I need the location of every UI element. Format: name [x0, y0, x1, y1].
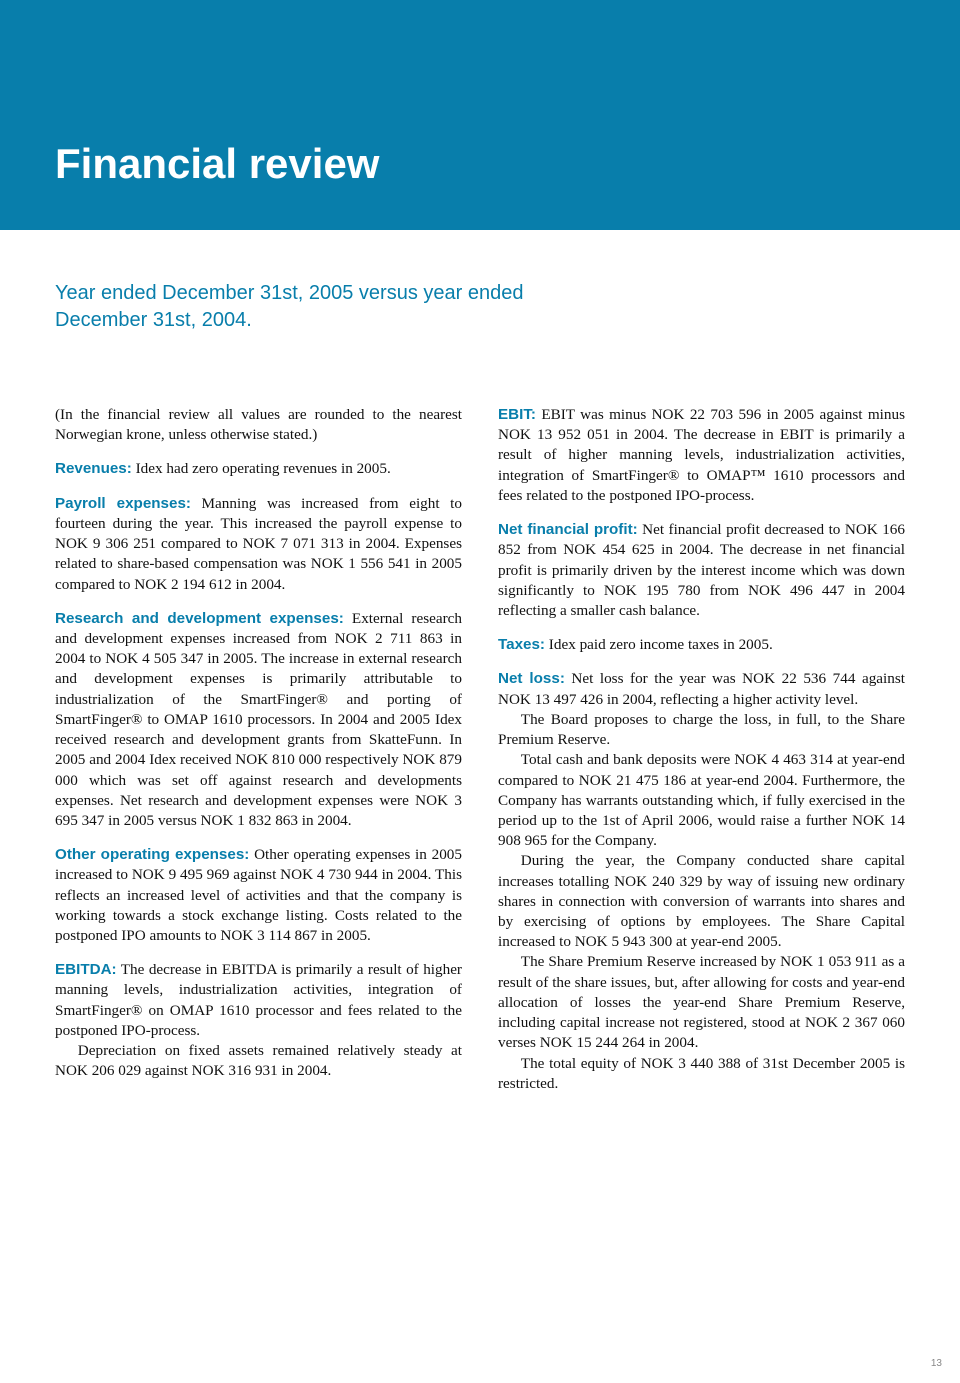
spr-paragraph: The Share Premium Reserve increased by N…	[498, 952, 905, 1053]
ebitda-paragraph: EBITDA: The decrease in EBITDA is primar…	[55, 960, 462, 1041]
subtitle: Year ended December 31st, 2005 versus ye…	[55, 280, 575, 334]
ebitda-label: EBITDA:	[55, 961, 117, 978]
revenues-paragraph: Revenues: Idex had zero operating revenu…	[55, 459, 462, 479]
intro-paragraph: (In the financial review all values are …	[55, 405, 462, 445]
body-columns: (In the financial review all values are …	[55, 405, 905, 1108]
revenues-label: Revenues:	[55, 460, 132, 477]
capincrease-paragraph: During the year, the Company conducted s…	[498, 851, 905, 952]
netloss-paragraph: Net loss: Net loss for the year was NOK …	[498, 669, 905, 709]
payroll-label: Payroll expenses:	[55, 495, 191, 512]
left-column: (In the financial review all values are …	[55, 405, 462, 1108]
ebit-label: EBIT:	[498, 406, 536, 423]
rnd-text: External research and development expens…	[55, 610, 462, 829]
header-banner	[0, 0, 960, 230]
other-op-label: Other operating expenses:	[55, 846, 249, 863]
payroll-paragraph: Payroll expenses: Manning was increased …	[55, 494, 462, 595]
netfin-paragraph: Net financial profit: Net financial prof…	[498, 520, 905, 621]
taxes-label: Taxes:	[498, 636, 545, 653]
netloss-label: Net loss:	[498, 670, 565, 687]
board-paragraph: The Board proposes to charge the loss, i…	[498, 710, 905, 750]
other-op-paragraph: Other operating expenses: Other operatin…	[55, 845, 462, 946]
page-number: 13	[931, 1358, 942, 1369]
ebitda-text: The decrease in EBITDA is primarily a re…	[55, 961, 462, 1039]
ebitda-depr-paragraph: Depreciation on fixed assets remained re…	[55, 1041, 462, 1081]
rnd-label: Research and development expenses:	[55, 610, 344, 627]
ebit-paragraph: EBIT: EBIT was minus NOK 22 703 596 in 2…	[498, 405, 905, 506]
ebit-text: EBIT was minus NOK 22 703 596 in 2005 ag…	[498, 406, 905, 504]
right-column: EBIT: EBIT was minus NOK 22 703 596 in 2…	[498, 405, 905, 1108]
netfin-label: Net financial profit:	[498, 521, 638, 538]
revenues-text: Idex had zero operating revenues in 2005…	[132, 460, 391, 477]
cash-paragraph: Total cash and bank deposits were NOK 4 …	[498, 750, 905, 851]
rnd-paragraph: Research and development expenses: Exter…	[55, 609, 462, 831]
totaleq-paragraph: The total equity of NOK 3 440 388 of 31s…	[498, 1054, 905, 1094]
taxes-paragraph: Taxes: Idex paid zero income taxes in 20…	[498, 635, 905, 655]
page-title: Financial review	[55, 140, 379, 188]
taxes-text: Idex paid zero income taxes in 2005.	[545, 636, 773, 653]
